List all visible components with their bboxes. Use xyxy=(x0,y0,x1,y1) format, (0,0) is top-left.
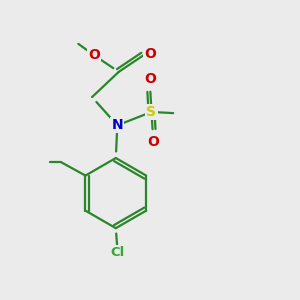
Text: O: O xyxy=(147,135,159,149)
Text: O: O xyxy=(88,49,101,62)
Text: Cl: Cl xyxy=(110,246,125,259)
Text: S: S xyxy=(146,105,157,119)
Text: O: O xyxy=(144,47,156,61)
Text: O: O xyxy=(144,72,156,86)
Text: N: N xyxy=(112,118,123,132)
